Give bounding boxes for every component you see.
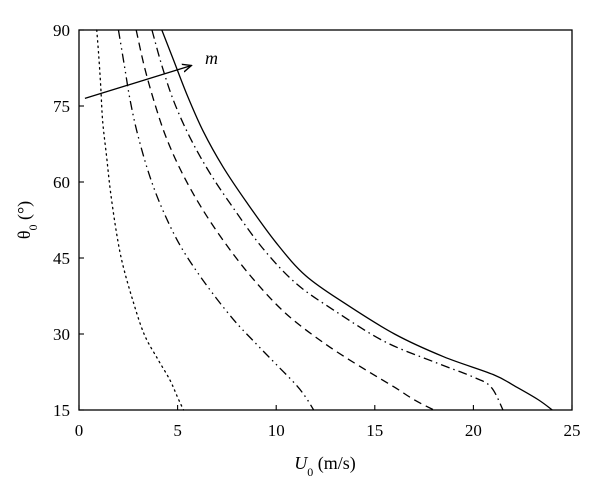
annotation-label: m [205,48,218,68]
series-line-2 [117,29,315,411]
x-tick-label: 20 [465,421,482,440]
series-line-1 [96,29,185,411]
series-line-4 [151,29,504,411]
x-tick-label: 5 [173,421,182,440]
series-line-3 [135,29,435,411]
y-tick-label: 75 [53,97,70,116]
y-tick-label: 45 [53,249,70,268]
tick-layer: 0 5 10 15 20 25 15 30 45 60 75 90 [53,21,581,440]
plot-frame [78,29,573,411]
series-line-5 [161,29,553,411]
annotation-arrow [84,65,191,100]
y-tick-label: 90 [53,21,70,40]
y-tick-label: 60 [53,173,70,192]
series-layer [96,29,553,411]
y-axis-label: θ0 (°) [14,201,40,239]
y-tick-label: 15 [53,401,70,420]
x-tick-label: 25 [564,421,581,440]
x-tick-label: 10 [268,421,285,440]
x-axis-label: U0 (m/s) [294,453,356,479]
y-tick-label: 30 [53,325,70,344]
x-tick-label: 0 [75,421,84,440]
x-tick-label: 15 [366,421,383,440]
